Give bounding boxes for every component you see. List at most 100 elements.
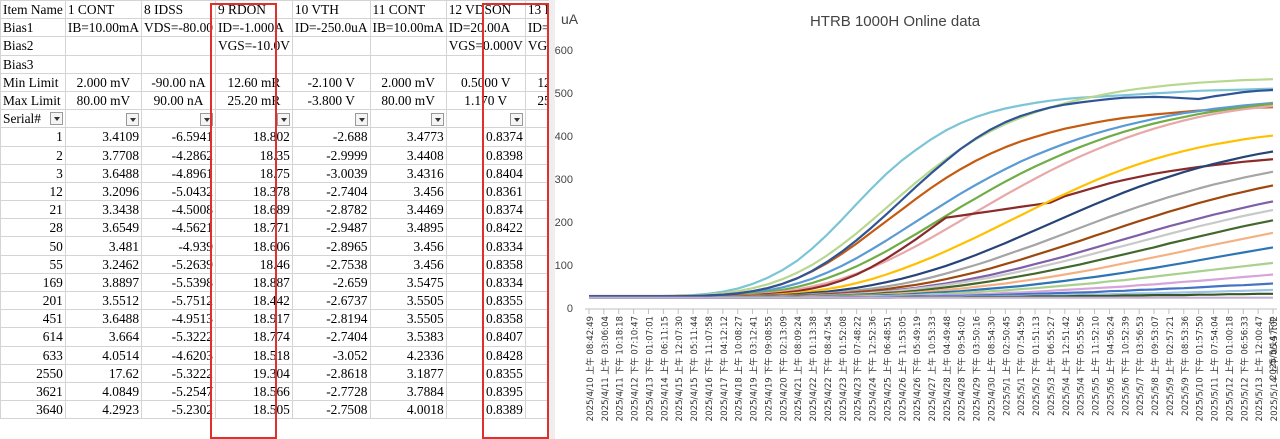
max-limit-row-cell[interactable]: -3.800 V <box>291 90 371 111</box>
header-row-cell[interactable]: 11 CONT <box>369 0 447 20</box>
table-row-cell[interactable]: 3.664 <box>64 327 143 347</box>
table-row-cell[interactable]: 2550 <box>0 363 66 383</box>
table-row-cell[interactable]: -2.688 <box>291 127 371 147</box>
table-row-cell[interactable]: 3.3438 <box>64 200 143 220</box>
table-row-cell[interactable]: -3.0039 <box>291 163 371 183</box>
table-row-cell[interactable]: -2.8782 <box>291 200 371 220</box>
table-row-cell[interactable]: 50 <box>0 236 66 256</box>
table-row-cell[interactable]: 18.771 <box>214 218 293 238</box>
bias2-row-cell[interactable] <box>141 36 216 56</box>
table-row-cell[interactable]: 0.8422 <box>445 218 526 238</box>
table-row-cell[interactable]: 18.46 <box>214 254 293 274</box>
table-row-cell[interactable]: -4.939 <box>141 236 216 256</box>
table-row-cell[interactable]: 4.2923 <box>64 400 143 420</box>
table-row-cell[interactable]: 0.8358 <box>445 309 526 329</box>
table-row-cell[interactable]: -4.2862 <box>141 145 216 165</box>
table-row-cell[interactable]: 4.2336 <box>369 345 447 365</box>
table-row-cell[interactable]: 18.739 <box>524 163 549 183</box>
table-row-cell[interactable]: 3.1877 <box>369 363 447 383</box>
filter-cell[interactable] <box>445 109 526 129</box>
table-row-cell[interactable]: 0.8389 <box>445 400 526 420</box>
table-row-cell[interactable]: -5.5398 <box>141 272 216 293</box>
table-row-cell[interactable]: 3.5505 <box>369 290 447 311</box>
table-row-cell[interactable]: 3.4469 <box>369 200 447 220</box>
min-limit-row-cell[interactable]: -2.100 V <box>291 72 371 92</box>
table-row-cell[interactable]: 0.8355 <box>445 363 526 383</box>
table-row-cell[interactable]: 0.8395 <box>445 381 526 402</box>
table-row-cell[interactable]: 0.8428 <box>445 345 526 365</box>
table-row-cell[interactable]: 0.8334 <box>445 236 526 256</box>
table-row-cell[interactable]: 18.417 <box>524 254 549 274</box>
table-row-cell[interactable]: 18.689 <box>214 200 293 220</box>
table-row-cell[interactable]: -2.7404 <box>291 181 371 202</box>
table-row-cell[interactable]: 3.8897 <box>64 272 143 293</box>
min-limit-row-cell[interactable]: 2.000 mV <box>64 72 143 92</box>
table-row-cell[interactable]: -2.7538 <box>291 254 371 274</box>
bias3-row-cell[interactable] <box>369 54 447 74</box>
table-row-cell[interactable]: -4.8961 <box>141 163 216 183</box>
filter-cell[interactable] <box>291 109 371 129</box>
filter-dropdown-icon[interactable] <box>199 113 213 127</box>
table-row-cell[interactable]: 18.321 <box>524 327 549 347</box>
bias1-row-cell[interactable]: IB=10.00mA <box>369 18 447 38</box>
bias2-row-cell[interactable] <box>291 36 371 56</box>
table-row-cell[interactable]: 3.456 <box>369 254 447 274</box>
filter-dropdown-icon[interactable] <box>354 113 368 127</box>
table-row-cell[interactable]: -4.9513 <box>141 309 216 329</box>
table-row-cell[interactable]: -5.7512 <box>141 290 216 311</box>
table-row-cell[interactable]: 18.829 <box>524 272 549 293</box>
table-row-cell[interactable]: -2.8194 <box>291 309 371 329</box>
table-row-cell[interactable]: 18.347 <box>524 181 549 202</box>
table-row-cell[interactable]: -2.6737 <box>291 290 371 311</box>
table-row-cell[interactable]: 0.8355 <box>445 290 526 311</box>
table-row-cell[interactable]: 18.901 <box>524 309 549 329</box>
table-row-cell[interactable]: 18.518 <box>214 345 293 365</box>
min-limit-row-cell[interactable]: 2.000 mV <box>369 72 447 92</box>
table-row-cell[interactable]: 19.304 <box>214 363 293 383</box>
table-row-cell[interactable]: 0.8407 <box>445 327 526 347</box>
table-row-cell[interactable]: 18.606 <box>214 236 293 256</box>
table-row-cell[interactable]: 3.4316 <box>369 163 447 183</box>
table-row-cell[interactable]: 3.6488 <box>64 163 143 183</box>
bias3-row-cell[interactable] <box>214 54 293 74</box>
table-row-cell[interactable]: 18.566 <box>214 381 293 402</box>
table-row-cell[interactable]: 3.4773 <box>369 127 447 147</box>
table-row-cell[interactable]: 0.8334 <box>445 272 526 293</box>
max-limit-row-cell[interactable]: 1.170 V <box>445 90 526 111</box>
bias1-row-cell[interactable]: ID=20.00A <box>445 18 526 38</box>
table-row-cell[interactable]: 2 <box>0 145 66 165</box>
table-row-cell[interactable]: -4.5621 <box>141 218 216 238</box>
table-row-cell[interactable]: 0.8361 <box>445 181 526 202</box>
bias3-row-cell[interactable] <box>64 54 143 74</box>
table-row-cell[interactable]: 3.4408 <box>369 145 447 165</box>
filter-dropdown-icon[interactable] <box>276 113 290 127</box>
table-row-cell[interactable]: 18.686 <box>524 200 549 220</box>
table-row-cell[interactable]: 3.7708 <box>64 145 143 165</box>
table-row-cell[interactable]: 4.0018 <box>369 400 447 420</box>
table-row-cell[interactable]: 3.7884 <box>369 381 447 402</box>
table-row-cell[interactable]: -2.7508 <box>291 400 371 420</box>
bias2-row-cell[interactable]: VGS=-10.0V <box>214 36 293 56</box>
table-row-cell[interactable]: 18.267 <box>524 381 549 402</box>
table-row-cell[interactable]: -2.7728 <box>291 381 371 402</box>
filter-dropdown-icon[interactable] <box>430 113 444 127</box>
table-row-cell[interactable]: 614 <box>0 327 66 347</box>
filter-cell[interactable] <box>369 109 447 129</box>
bias3-row-cell[interactable] <box>141 54 216 74</box>
bias1-row-cell[interactable]: VDS=-80.00 <box>141 18 216 38</box>
header-row-cell[interactable]: 9 RDON <box>214 0 293 20</box>
filter-dropdown-icon[interactable] <box>509 113 523 127</box>
table-row-cell[interactable]: 18.215 <box>524 345 549 365</box>
bias2-row-cell[interactable] <box>369 36 447 56</box>
table-row-cell[interactable]: 12 <box>0 181 66 202</box>
filter-dropdown-icon[interactable] <box>126 113 140 127</box>
header-row-cell[interactable]: 1 CONT <box>64 0 143 20</box>
table-row-cell[interactable]: 3.5505 <box>369 309 447 329</box>
table-row-cell[interactable]: 21 <box>0 200 66 220</box>
table-row-cell[interactable]: 633 <box>0 345 66 365</box>
table-row-cell[interactable]: 18.378 <box>214 181 293 202</box>
table-row-cell[interactable]: 3.5512 <box>64 290 143 311</box>
table-row-cell[interactable]: -6.5941 <box>141 127 216 147</box>
header-row-cell[interactable]: 12 VDSON <box>445 0 526 20</box>
table-row-cell[interactable]: 4.0849 <box>64 381 143 402</box>
